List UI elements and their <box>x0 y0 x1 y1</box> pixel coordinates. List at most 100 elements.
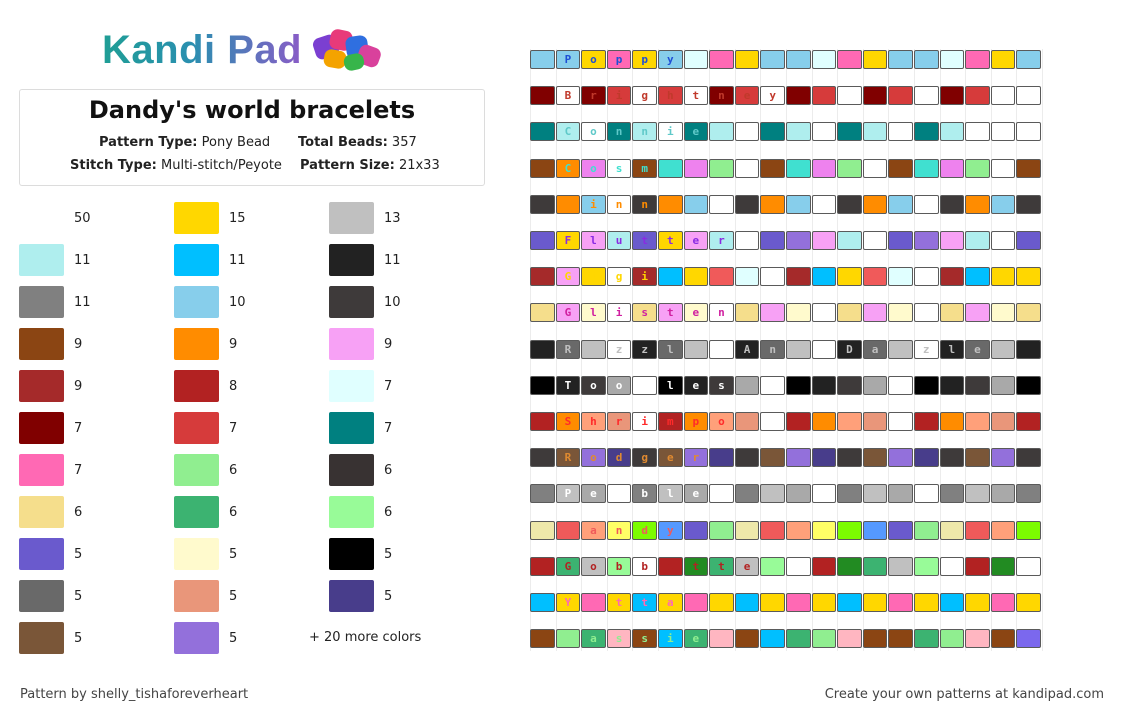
bead[interactable]: d <box>632 520 657 540</box>
bead[interactable] <box>760 194 785 214</box>
bead[interactable] <box>965 231 990 250</box>
bead[interactable] <box>939 484 965 504</box>
bead[interactable]: o <box>657 158 683 178</box>
bead[interactable]: i <box>606 86 632 106</box>
bead[interactable] <box>811 158 837 178</box>
bead[interactable]: P <box>555 484 581 504</box>
bead[interactable]: F <box>555 194 581 214</box>
bead[interactable]: D <box>837 339 862 359</box>
bead[interactable]: l <box>657 484 683 504</box>
bead[interactable] <box>990 375 1016 395</box>
bead[interactable] <box>913 593 939 612</box>
bead[interactable] <box>734 158 760 178</box>
bead[interactable]: b <box>606 556 632 576</box>
bead[interactable] <box>862 520 888 540</box>
bead[interactable]: h <box>581 412 606 431</box>
bead[interactable] <box>913 86 939 106</box>
bead[interactable] <box>888 267 913 287</box>
bead[interactable]: t <box>657 303 683 323</box>
bead[interactable] <box>530 556 555 576</box>
bead[interactable] <box>837 50 862 69</box>
bead[interactable] <box>862 231 888 250</box>
bead[interactable] <box>530 194 555 214</box>
bead[interactable] <box>837 86 862 106</box>
bead[interactable] <box>862 484 888 504</box>
bead[interactable] <box>760 593 785 612</box>
bead[interactable]: a <box>657 593 683 612</box>
bead[interactable] <box>965 593 990 612</box>
bead[interactable]: e <box>734 86 760 106</box>
bead[interactable] <box>965 194 990 214</box>
bead[interactable] <box>785 303 811 323</box>
bead[interactable] <box>913 50 939 69</box>
bead[interactable] <box>657 267 683 287</box>
bead[interactable] <box>913 629 939 649</box>
bead[interactable]: o <box>709 412 734 431</box>
bead[interactable]: a <box>581 629 606 649</box>
bead[interactable]: S <box>555 412 581 431</box>
bead[interactable]: l <box>657 375 683 395</box>
bead[interactable] <box>888 303 913 323</box>
bead[interactable] <box>1016 303 1041 323</box>
bead[interactable]: r <box>709 231 734 250</box>
bead[interactable] <box>530 629 555 649</box>
bead[interactable] <box>888 556 913 576</box>
bead[interactable] <box>888 86 913 106</box>
bead[interactable] <box>785 593 811 612</box>
bead[interactable] <box>683 158 709 178</box>
bead[interactable]: y <box>760 86 785 106</box>
bead[interactable] <box>785 556 811 576</box>
bead[interactable]: i <box>632 412 657 431</box>
bead[interactable] <box>811 231 837 250</box>
bead[interactable] <box>760 484 785 504</box>
bead[interactable] <box>683 520 709 540</box>
bead[interactable] <box>811 194 837 214</box>
bead[interactable]: l <box>581 303 606 323</box>
bead[interactable]: G <box>555 267 581 287</box>
bead[interactable]: e <box>965 339 990 359</box>
bead[interactable]: B <box>555 629 581 649</box>
bead[interactable]: e <box>683 303 709 323</box>
bead[interactable] <box>939 412 965 431</box>
bead[interactable] <box>785 122 811 142</box>
bead[interactable]: n <box>709 86 734 106</box>
bead[interactable]: b <box>606 484 632 504</box>
bead[interactable] <box>965 50 990 69</box>
bead[interactable] <box>530 412 555 431</box>
bead[interactable] <box>965 375 990 395</box>
bead[interactable] <box>888 629 913 649</box>
bead[interactable]: g <box>632 448 657 468</box>
bead[interactable] <box>990 339 1016 359</box>
bead[interactable] <box>990 556 1016 576</box>
bead[interactable] <box>760 375 785 395</box>
bead[interactable]: G <box>555 556 581 576</box>
bead[interactable] <box>939 158 965 178</box>
bead[interactable] <box>709 448 734 468</box>
bead[interactable]: o <box>581 556 606 576</box>
bead[interactable] <box>1016 50 1041 69</box>
bead[interactable]: R <box>555 339 581 359</box>
bead[interactable] <box>760 520 785 540</box>
bead[interactable]: l <box>581 231 606 250</box>
bead[interactable]: o <box>581 448 606 468</box>
bead[interactable] <box>837 375 862 395</box>
bead[interactable] <box>734 267 760 287</box>
bead[interactable] <box>990 629 1016 649</box>
bead[interactable]: i <box>632 267 657 287</box>
bead[interactable] <box>709 484 734 504</box>
bead[interactable] <box>990 50 1016 69</box>
bead[interactable] <box>862 375 888 395</box>
bead[interactable]: i <box>606 303 632 323</box>
bead[interactable] <box>530 122 555 142</box>
bead[interactable] <box>760 556 785 576</box>
bead[interactable]: t <box>683 86 709 106</box>
bead[interactable]: m <box>657 412 683 431</box>
bead[interactable]: r <box>581 86 606 106</box>
bead[interactable]: n <box>606 194 632 214</box>
bead[interactable] <box>888 194 913 214</box>
bead[interactable]: s <box>606 158 632 178</box>
bead[interactable] <box>939 194 965 214</box>
bead[interactable] <box>785 629 811 649</box>
bead[interactable]: a <box>581 520 606 540</box>
bead[interactable] <box>862 412 888 431</box>
